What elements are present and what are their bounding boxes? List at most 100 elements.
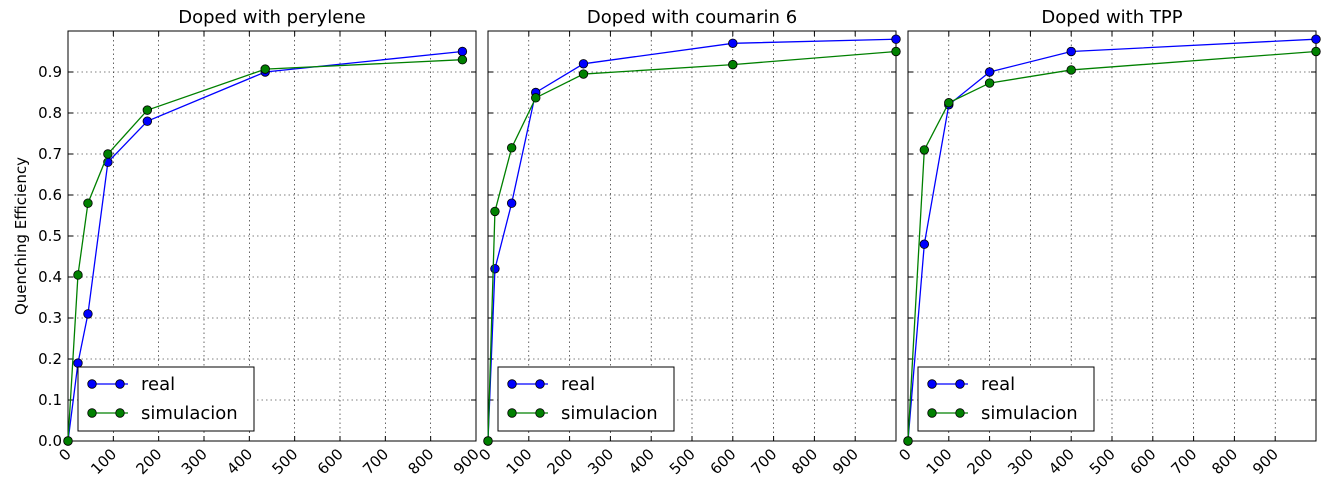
legend-label-simulacion: simulacion [141, 403, 238, 424]
x-tick-label: 0 [895, 445, 914, 464]
legend-marker-real [507, 379, 517, 389]
y-tick-label: 0.6 [38, 186, 62, 204]
data-point-real [490, 264, 500, 274]
legend-box [77, 366, 255, 432]
x-tick-label: 900 [829, 445, 862, 478]
data-point-simulacion [490, 206, 500, 217]
data-point-simulacion [1311, 46, 1321, 57]
legend: real simulacion [77, 366, 255, 432]
legend-marker-real [955, 379, 965, 389]
y-tick-label: 0.8 [38, 104, 62, 122]
x-tick-label: 600 [314, 445, 347, 478]
data-point-simulacion [531, 93, 541, 103]
panel-2: Doped with coumarin 60 100 200 300 400 500 600… [475, 7, 901, 478]
legend-marker-simulacion [507, 408, 517, 418]
legend: real simulacion [497, 366, 675, 432]
data-point-real [1066, 46, 1076, 57]
data-point-simulacion [891, 46, 901, 57]
data-point-real [142, 116, 153, 126]
y-tick-label: 0.1 [38, 391, 62, 409]
legend-box [917, 366, 1095, 432]
x-tick-label: 900 [1249, 445, 1282, 478]
data-point-real [728, 38, 738, 49]
chart-title: Doped with perylene [178, 7, 366, 28]
x-tick-label: 400 [223, 445, 256, 478]
legend-marker-simulacion [955, 408, 965, 418]
legend-marker-simulacion [115, 408, 125, 418]
data-point-real [506, 198, 517, 208]
data-point-simulacion [73, 270, 83, 280]
x-tick-label: 200 [543, 445, 576, 478]
y-tick-label: 0.2 [38, 350, 62, 368]
legend-marker-real [115, 379, 125, 389]
x-tick-label: 100 [503, 445, 536, 478]
data-point-simulacion [903, 436, 913, 446]
x-tick-label: 400 [625, 445, 658, 478]
legend-marker-simulacion [535, 408, 545, 418]
data-point-real [1311, 34, 1321, 44]
x-tick-label: 400 [1045, 445, 1078, 478]
data-point-simulacion [919, 145, 930, 155]
data-point-simulacion [260, 64, 270, 74]
data-point-simulacion [83, 198, 93, 208]
x-tick-label: 700 [359, 445, 392, 478]
chart-title: Doped with TPP [1041, 7, 1182, 28]
data-point-simulacion [984, 78, 995, 88]
series-line-simulacion [907, 50, 1317, 442]
x-tick-label: 200 [963, 445, 996, 478]
data-point-simulacion [1066, 65, 1076, 75]
data-point-real [83, 309, 93, 319]
panel-3: Doped with TPP 0 100 200 300 400 500 600 700 800 9… [895, 7, 1321, 478]
x-tick-label: 300 [584, 445, 617, 478]
x-tick-label: 500 [666, 445, 699, 478]
data-point-real [919, 239, 930, 249]
data-point-simulacion [142, 105, 153, 115]
y-tick-label: 0.3 [38, 309, 62, 327]
data-point-simulacion [578, 69, 589, 79]
data-point-real [73, 358, 83, 368]
data-point-simulacion [63, 436, 73, 446]
legend-marker-simulacion [87, 408, 97, 418]
data-point-simulacion [728, 59, 738, 70]
x-tick-label: 100 [87, 445, 120, 478]
data-point-real [984, 67, 995, 77]
legend-label-real: real [141, 374, 175, 395]
x-tick-label: 200 [133, 445, 166, 478]
x-tick-label: 800 [788, 445, 821, 478]
y-tick-label: 0.9 [38, 63, 62, 81]
x-tick-label: 300 [1004, 445, 1037, 478]
y-tick-label: 0.0 [38, 432, 62, 450]
legend-label-simulacion: simulacion [981, 403, 1078, 424]
data-point-real [578, 59, 589, 69]
x-tick-label: 700 [1167, 445, 1200, 478]
data-point-simulacion [944, 98, 954, 108]
legend-label-simulacion: simulacion [561, 403, 658, 424]
x-tick-label: 800 [405, 445, 438, 478]
x-tick-label: 600 [1127, 445, 1160, 478]
legend-marker-simulacion [927, 408, 937, 418]
x-tick-label: 800 [1208, 445, 1241, 478]
x-tick-label: 100 [923, 445, 956, 478]
chart-title: Doped with coumarin 6 [587, 7, 797, 28]
legend-box [497, 366, 675, 432]
legend-marker-real [927, 379, 937, 389]
y-axis-label: Quenching Efficiency [12, 157, 30, 315]
x-tick-label: 700 [747, 445, 780, 478]
legend-marker-real [87, 379, 97, 389]
data-point-simulacion [483, 436, 493, 446]
data-point-simulacion [103, 149, 113, 159]
legend: real simulacion [917, 366, 1095, 432]
data-point-real [457, 46, 468, 57]
data-point-real [891, 34, 901, 44]
y-tick-label: 0.7 [38, 145, 62, 163]
y-tick-label: 0.4 [38, 268, 62, 286]
x-tick-label: 500 [1086, 445, 1119, 478]
legend-label-real: real [981, 374, 1015, 395]
y-tick-label: 0.5 [38, 227, 62, 245]
x-tick-label: 300 [178, 445, 211, 478]
data-point-simulacion [506, 143, 517, 153]
x-tick-label: 500 [269, 445, 302, 478]
